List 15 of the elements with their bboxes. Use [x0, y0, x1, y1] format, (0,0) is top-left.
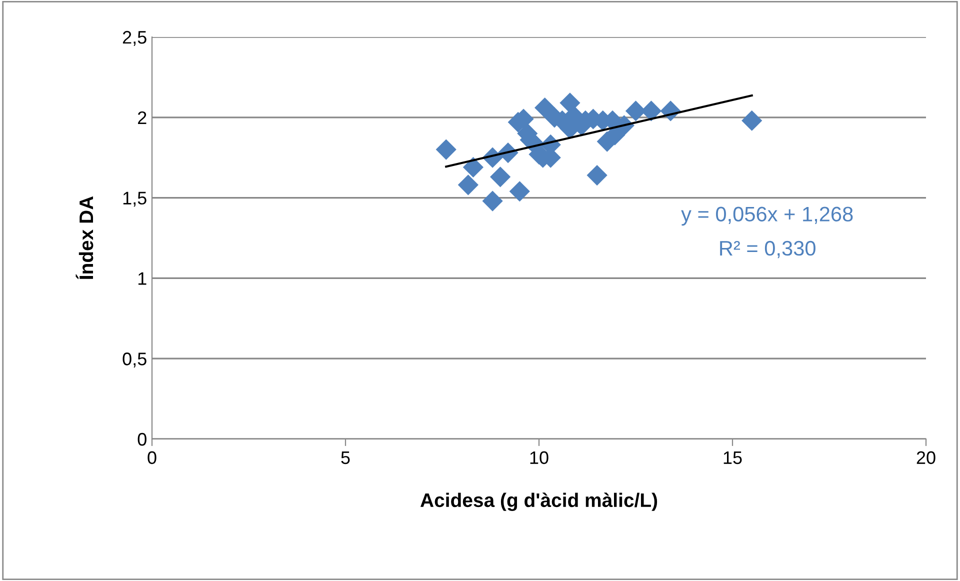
y-axis-title: Índex DA	[76, 196, 94, 280]
annotation: y = 0,056x + 1,268	[681, 206, 853, 226]
x-tick-label: 10	[530, 451, 548, 464]
y-tick-label: 0	[138, 432, 146, 446]
annotation: R² = 0,330	[720, 240, 816, 258]
x-tick-label: 5	[341, 451, 350, 464]
y-tick-label: 1	[138, 272, 146, 285]
y-tick-label: 1,5	[123, 192, 146, 207]
x-axis-title: Acidesa (g d'àcid màlic/L)	[420, 492, 658, 512]
y-tick-label: 2,5	[122, 30, 146, 46]
x-tick-label: 15	[724, 451, 742, 464]
y-tick-label: 2	[138, 111, 146, 124]
x-tick-label: 20	[916, 451, 936, 464]
y-tick-label: 0,5	[122, 352, 146, 368]
x-tick-label: 0	[148, 451, 156, 464]
